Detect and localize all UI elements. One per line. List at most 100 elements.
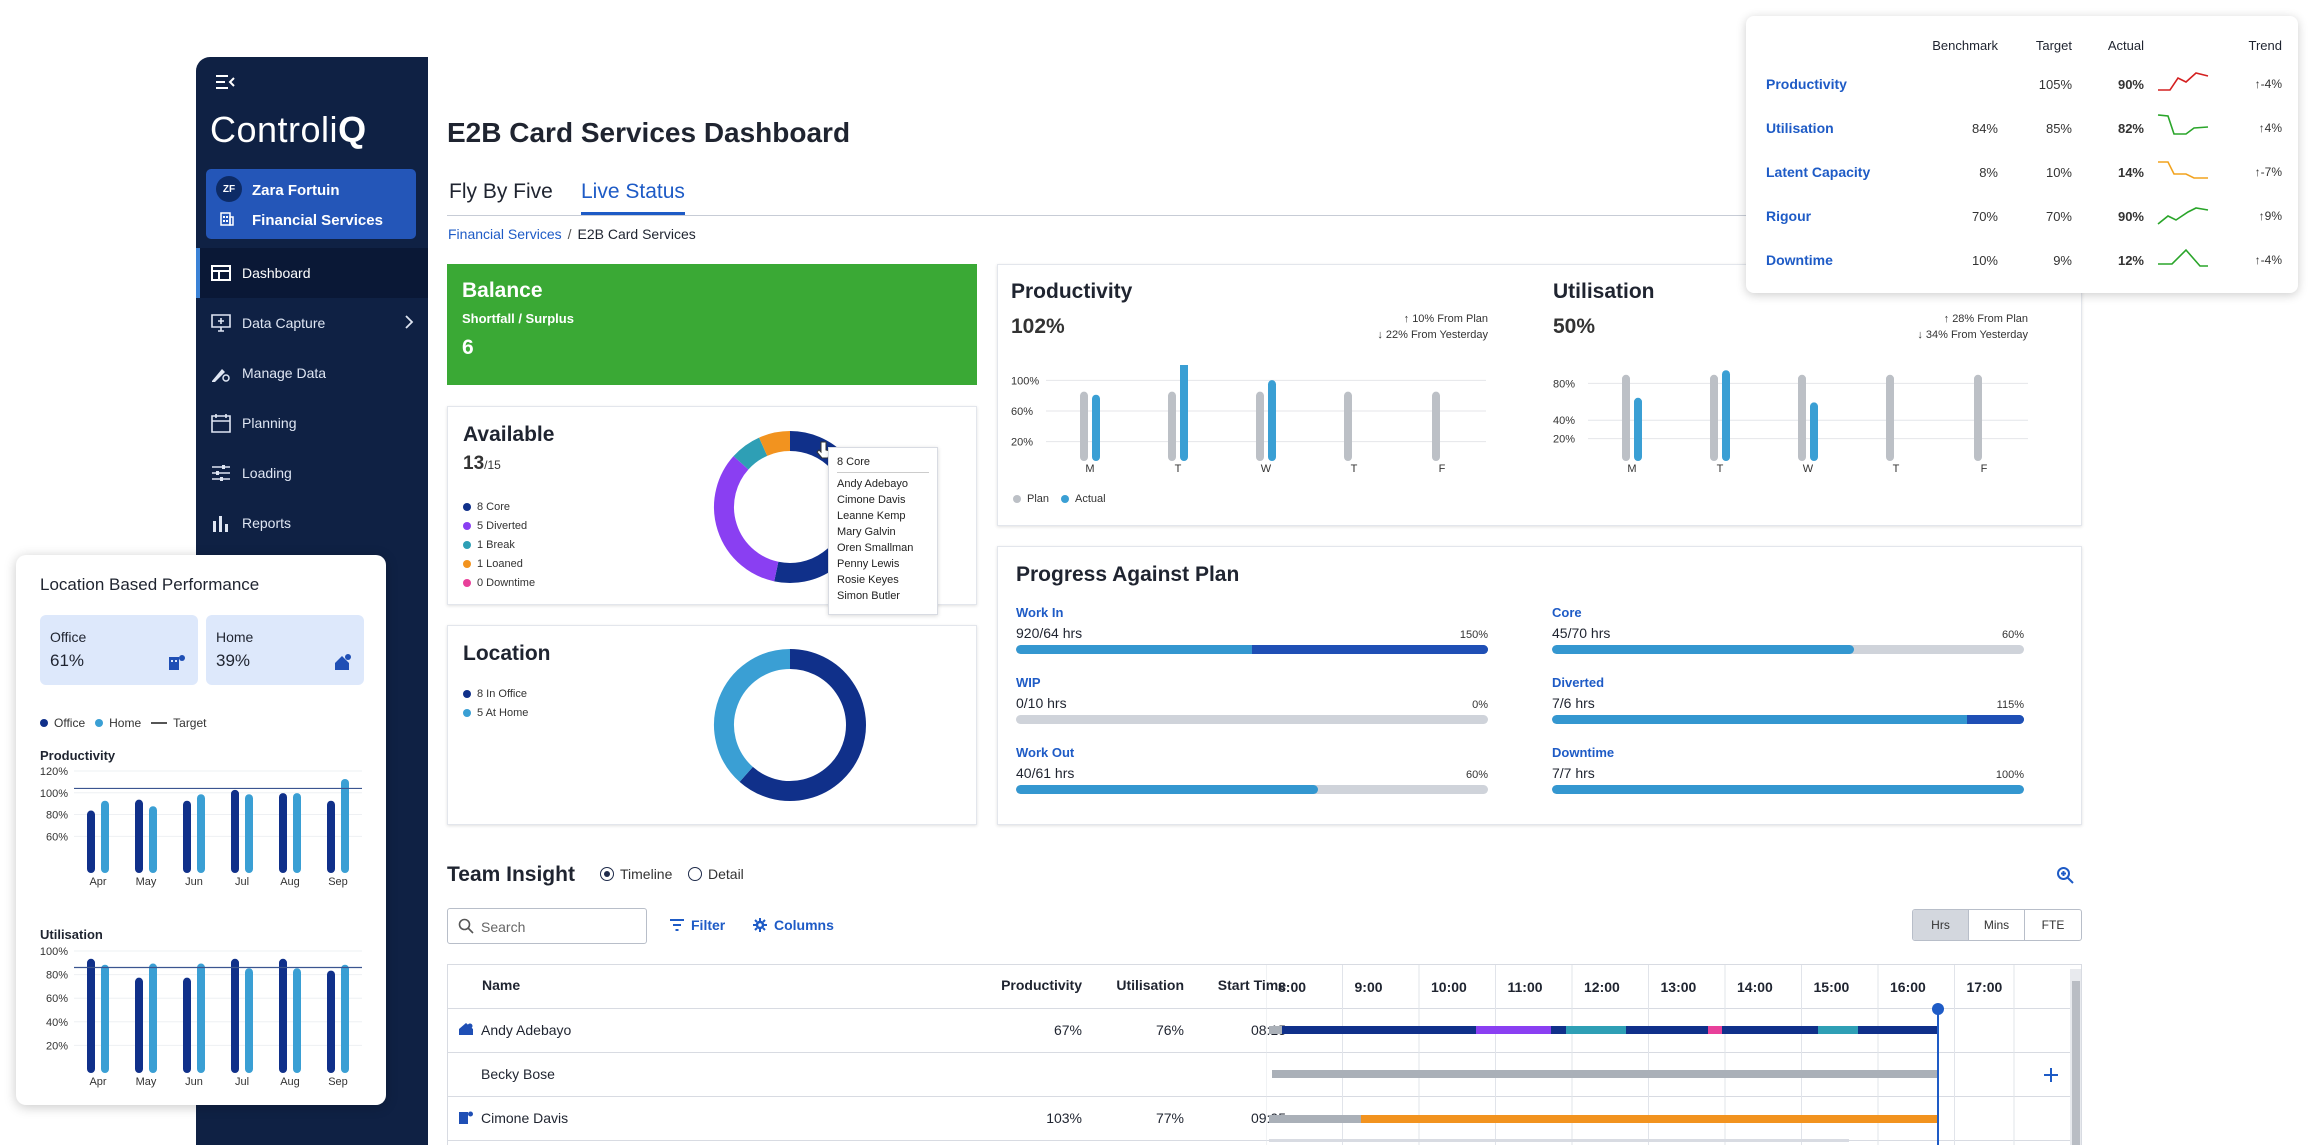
utilisation-bar-chart: 80% 40% 20% M T W T F (1553, 370, 2028, 475)
location-utilisation-chart: 100% 80% 60% 40% 20% Apr May Jun Jul Aug Sep (40, 946, 362, 1088)
utilisation-title: Utilisation (1553, 280, 1655, 303)
dashboard-icon (211, 265, 231, 281)
row-utilisation: 76% (1155, 1022, 1184, 1038)
metric-trend: ↑4% (2258, 121, 2282, 135)
donut-slice (714, 649, 791, 782)
add-icon (2044, 1068, 2058, 1082)
progress-percent: 0% (1472, 699, 1488, 711)
timeline-segment (1858, 1026, 1938, 1034)
timeline-segment (1818, 1026, 1858, 1034)
progress-percent: 115% (1996, 699, 2024, 711)
x-tick-label: T (1351, 463, 1358, 475)
sidebar-item-reports[interactable]: Reports (196, 498, 428, 548)
column-header-productivity[interactable]: Productivity (1001, 977, 1082, 993)
location-panel-legend: Office Home Target (40, 716, 207, 730)
metric-name[interactable]: Productivity (1766, 76, 1847, 92)
legend-label: Office (54, 716, 86, 730)
progress-value: 920/64 hrs (1016, 625, 1083, 641)
x-tick-label: M (1085, 463, 1094, 475)
x-tick-label: Apr (89, 1076, 106, 1088)
x-tick-label: Sep (328, 876, 348, 888)
metric-name[interactable]: Downtime (1766, 252, 1833, 268)
tooltip-list: Andy Adebayo Cimone Davis Leanne Kemp Ma… (837, 478, 929, 606)
donut-slice (739, 649, 866, 801)
row-name[interactable]: Cimone Davis (481, 1110, 569, 1126)
y-tick-label: 100% (1011, 375, 1039, 387)
chevron-right-icon (405, 315, 414, 329)
unit-mins-button[interactable]: Mins (1969, 910, 2025, 940)
tooltip-title: 8 Core (837, 456, 929, 473)
metrics-header-benchmark: Benchmark (1932, 38, 1998, 53)
search-placeholder: Search (481, 919, 526, 935)
row-name[interactable]: Becky Bose (481, 1066, 555, 1082)
column-header-start-time[interactable]: Start Time (1217, 977, 1286, 993)
tooltip-name: Rosie Keyes (837, 574, 899, 586)
search-input[interactable]: Search (447, 908, 647, 944)
location-donut-chart[interactable] (710, 645, 870, 805)
unit-hrs-button[interactable]: Hrs (1913, 910, 1969, 940)
zoom-in-icon[interactable] (2056, 866, 2074, 884)
sidebar-item-label: Dashboard (242, 265, 311, 281)
x-tick-label: T (1893, 463, 1900, 475)
legend-dot (463, 502, 471, 511)
legend-label: Target (173, 716, 207, 730)
location-title: Location (463, 642, 551, 665)
sparkline-path (2157, 114, 2209, 135)
progress-label: Work In (1016, 605, 1064, 620)
tab-fly-by-five[interactable]: Fly By Five (449, 180, 553, 203)
legend-dot (463, 521, 471, 530)
organisation-name: Financial Services (252, 212, 383, 229)
sidebar-item-manage-data[interactable]: Manage Data (196, 348, 428, 398)
sidebar-item-label: Manage Data (242, 365, 327, 381)
x-tick-label: Jul (235, 876, 249, 888)
unit-fte-button[interactable]: FTE (2041, 918, 2065, 932)
metric-name[interactable]: Latent Capacity (1766, 164, 1871, 180)
utilisation-value: 50% (1553, 315, 1596, 338)
sparkline-path (2157, 207, 2209, 225)
legend-dot (1013, 494, 1021, 503)
progress-bar (1016, 715, 1488, 724)
progress-fill (1552, 785, 2024, 794)
user-card[interactable]: ZF Zara Fortuin Financial Services (206, 169, 416, 239)
x-tick-label: T (1175, 463, 1182, 475)
bar-chart-icon (213, 516, 228, 532)
timeline-segment (1476, 1026, 1551, 1034)
sidebar-item-planning[interactable]: Planning (196, 398, 428, 448)
metrics-header-trend: Trend (2248, 38, 2282, 53)
tab-live-status[interactable]: Live Status (581, 180, 685, 215)
hour-label: 16:00 (1890, 979, 1926, 995)
location-card: Location 8 In Office 5 At Home (447, 625, 977, 825)
menu-collapse-icon[interactable] (214, 73, 238, 91)
timeline-segment (1282, 1026, 1476, 1034)
location-legend: 8 In Office 5 At Home (463, 684, 528, 722)
column-header-name[interactable]: Name (482, 977, 521, 993)
y-tick-label: 40% (46, 1017, 68, 1029)
progress-bar (1552, 715, 2024, 724)
timeline-segment (1722, 1026, 1818, 1034)
current-time-marker (1932, 1003, 1944, 1015)
legend-dot (463, 540, 471, 549)
view-detail-radio[interactable]: Detail (688, 866, 744, 882)
home-summary-card[interactable]: Home 39% (206, 615, 364, 685)
metric-name[interactable]: Utilisation (1766, 120, 1834, 136)
timeline-chart[interactable]: 8:00 9:00 10:00 11:00 12:00 13:00 14:00 15:00 16… (1266, 965, 2082, 1145)
columns-button[interactable]: Columns (752, 917, 834, 933)
timeline-segment (1269, 1139, 1849, 1142)
row-name[interactable]: Andy Adebayo (481, 1022, 572, 1038)
x-tick-label: T (1717, 463, 1724, 475)
metric-name[interactable]: Rigour (1766, 208, 1812, 224)
sidebar-item-dashboard[interactable]: Dashboard (196, 248, 428, 298)
sidebar-item-data-capture[interactable]: Data Capture (196, 298, 428, 348)
tooltip-name: Leanne Kemp (837, 510, 906, 522)
column-header-utilisation[interactable]: Utilisation (1116, 977, 1184, 993)
sidebar-item-loading[interactable]: Loading (196, 448, 428, 498)
filter-button[interactable]: Filter (669, 917, 725, 933)
x-tick-label: F (1439, 463, 1446, 475)
productivity-bar-chart: 100% 60% 20% M T W T F (1011, 365, 1486, 475)
office-summary-card[interactable]: Office 61% (40, 615, 198, 685)
metric-benchmark: 8% (1979, 165, 1998, 180)
breadcrumb-link[interactable]: Financial Services (448, 226, 562, 242)
tab-bar: Fly By Five Live Status (447, 180, 2087, 216)
radio-checked-icon (600, 867, 614, 881)
view-timeline-radio[interactable]: Timeline (600, 866, 672, 882)
